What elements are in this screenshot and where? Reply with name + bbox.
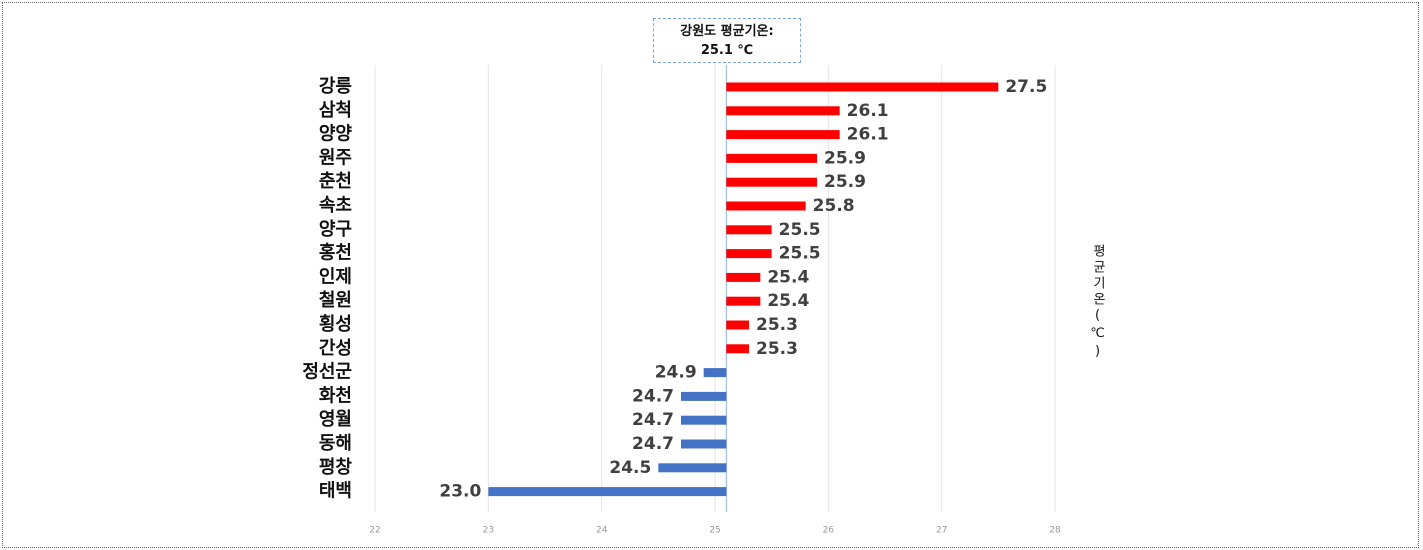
category-label: 인제 — [319, 266, 352, 287]
category-label: 영월 — [319, 409, 352, 430]
axis-label: 평균기온(℃) — [1090, 244, 1105, 362]
category-label: 횡성 — [319, 314, 352, 335]
bar — [726, 177, 817, 187]
category-label: 태백 — [319, 481, 352, 502]
bar — [726, 82, 999, 92]
value-label: 24.7 — [632, 434, 674, 454]
value-label: 25.5 — [779, 220, 821, 240]
category-label: 강릉 — [319, 76, 352, 97]
value-label: 24.7 — [632, 386, 674, 406]
bar — [488, 487, 727, 497]
bar — [726, 201, 806, 211]
value-label: 25.4 — [767, 291, 809, 311]
x-tick-label: 26 — [823, 526, 835, 536]
value-label: 26.1 — [847, 101, 889, 121]
value-label: 25.8 — [813, 196, 855, 216]
category-label: 홍천 — [319, 242, 352, 264]
value-label: 25.9 — [824, 148, 866, 168]
value-label: 25.5 — [779, 244, 821, 264]
category-label: 평창 — [319, 457, 353, 478]
bar — [681, 391, 727, 401]
category-label: 화천 — [319, 385, 352, 406]
bar — [726, 249, 772, 259]
bar — [681, 415, 727, 425]
category-label: 속초 — [319, 195, 352, 216]
value-label: 25.4 — [767, 267, 809, 287]
bar — [726, 130, 840, 140]
bar — [726, 296, 761, 306]
value-label: 25.9 — [824, 172, 866, 192]
bar — [703, 368, 727, 378]
category-label: 정선군 — [302, 362, 352, 383]
bar — [726, 106, 840, 116]
bar — [726, 344, 749, 354]
reference-label: 강원도 평균기온: — [680, 24, 774, 39]
reference-value: 25.1 ℃ — [700, 43, 754, 58]
category-label: 철원 — [319, 290, 352, 311]
bar — [726, 225, 772, 235]
bar — [681, 439, 727, 449]
x-tick-label: 23 — [483, 526, 494, 536]
value-label: 24.5 — [609, 458, 651, 478]
category-label: 동해 — [319, 433, 352, 454]
category-label: 삼척 — [319, 100, 352, 121]
category-label: 춘천 — [319, 171, 352, 192]
category-label: 양양 — [319, 124, 353, 145]
value-label: 25.3 — [756, 315, 798, 335]
category-label: 간성 — [319, 338, 352, 359]
x-tick-label: 27 — [936, 526, 947, 536]
x-tick-label: 25 — [709, 526, 720, 536]
value-label: 24.7 — [632, 410, 674, 430]
bar — [658, 463, 727, 473]
bar — [726, 153, 817, 163]
x-tick-label: 22 — [369, 526, 380, 536]
reference-note: 강원도 평균기온: 25.1 ℃ — [653, 18, 801, 63]
value-label: 24.9 — [655, 363, 697, 383]
value-label: 27.5 — [1005, 77, 1047, 97]
value-label: 25.3 — [756, 339, 798, 359]
category-label: 원주 — [319, 147, 352, 168]
value-label: 26.1 — [847, 125, 889, 145]
value-label: 23.0 — [439, 482, 481, 502]
x-tick-label: 28 — [1049, 526, 1061, 536]
category-label: 양구 — [319, 219, 352, 240]
x-tick-label: 24 — [596, 526, 608, 536]
bar — [726, 272, 761, 282]
bar — [726, 320, 749, 330]
